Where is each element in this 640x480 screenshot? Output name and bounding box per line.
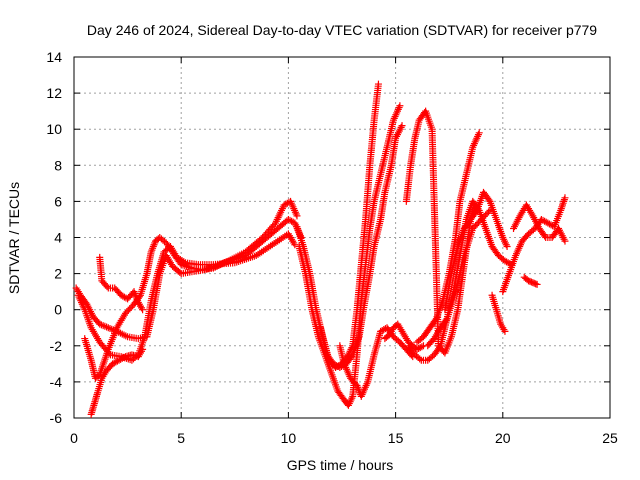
- y-tick-label: -2: [50, 338, 63, 354]
- data-point: [97, 321, 105, 329]
- data-point: [561, 237, 569, 245]
- y-tick-label: 10: [46, 121, 62, 137]
- data-point: [106, 324, 114, 332]
- data-point: [418, 343, 426, 351]
- data-point: [139, 345, 147, 353]
- series-arc-4: [87, 345, 147, 418]
- y-tick-label: 2: [54, 266, 62, 282]
- data-point: [291, 241, 299, 249]
- data-point: [416, 344, 424, 352]
- data-point: [532, 280, 540, 288]
- data-point: [560, 196, 568, 204]
- data-point: [103, 283, 111, 291]
- data-point: [559, 199, 567, 207]
- y-tick-label: 0: [54, 302, 62, 318]
- data-point: [96, 320, 104, 328]
- data-point: [293, 212, 301, 220]
- series-arc-3: [81, 197, 301, 382]
- data-point: [288, 217, 296, 225]
- data-point: [560, 197, 568, 205]
- data-point: [541, 232, 549, 240]
- series-arc-6: [293, 80, 382, 371]
- axes: 0 5 10 15 20 25 -6 -4 -2 0 2 4 6 8 10 12 14: [46, 49, 618, 446]
- series-arc-1: [72, 215, 305, 343]
- data-point: [533, 280, 541, 288]
- x-tick-label: 10: [281, 430, 297, 446]
- data-point: [120, 354, 128, 362]
- data-point: [436, 343, 444, 351]
- y-tick-label: -6: [50, 410, 63, 426]
- data-point: [398, 122, 406, 130]
- data-point: [442, 316, 450, 324]
- data-point: [396, 102, 404, 110]
- x-axis-label: GPS time / hours: [287, 457, 394, 473]
- data-point: [99, 322, 107, 330]
- series-arc-19: [520, 273, 541, 288]
- data-point: [559, 201, 567, 209]
- data-point: [101, 322, 109, 330]
- data-point: [348, 352, 356, 360]
- data-point: [431, 316, 439, 324]
- series-arc-18: [510, 201, 569, 245]
- data-point: [475, 129, 483, 137]
- data-point: [103, 323, 111, 331]
- y-tick-label: -4: [50, 374, 63, 390]
- x-tick-label: 0: [70, 430, 78, 446]
- x-tick-label: 5: [177, 430, 185, 446]
- series-arc-14: [381, 320, 427, 353]
- data-point: [485, 196, 493, 204]
- chart-title: Day 246 of 2024, Sidereal Day-to-day VTE…: [87, 22, 597, 38]
- series-arc-5: [96, 253, 147, 314]
- data-point: [472, 208, 480, 216]
- data-points: [72, 80, 569, 418]
- series-arc-9: [336, 324, 417, 400]
- data-point: [374, 80, 382, 88]
- y-tick-label: 12: [46, 85, 62, 101]
- y-axis-label: SDTVAR / TECUs: [6, 182, 22, 294]
- x-tick-label: 20: [495, 430, 511, 446]
- data-point: [104, 324, 112, 332]
- data-point: [139, 306, 147, 314]
- y-tick-label: 4: [54, 230, 62, 246]
- x-tick-label: 25: [602, 430, 618, 446]
- x-tick-label: 15: [388, 430, 404, 446]
- data-point: [416, 355, 424, 363]
- y-tick-label: 8: [54, 157, 62, 173]
- data-point: [501, 327, 509, 335]
- y-tick-label: 14: [46, 49, 62, 65]
- series-arc-16: [488, 291, 509, 335]
- y-tick-label: 6: [54, 193, 62, 209]
- series-arc-15: [424, 206, 494, 350]
- data-point: [486, 206, 494, 214]
- data-point: [561, 194, 569, 202]
- data-point: [485, 208, 493, 216]
- data-point: [503, 243, 511, 251]
- series-arc-13: [441, 188, 511, 314]
